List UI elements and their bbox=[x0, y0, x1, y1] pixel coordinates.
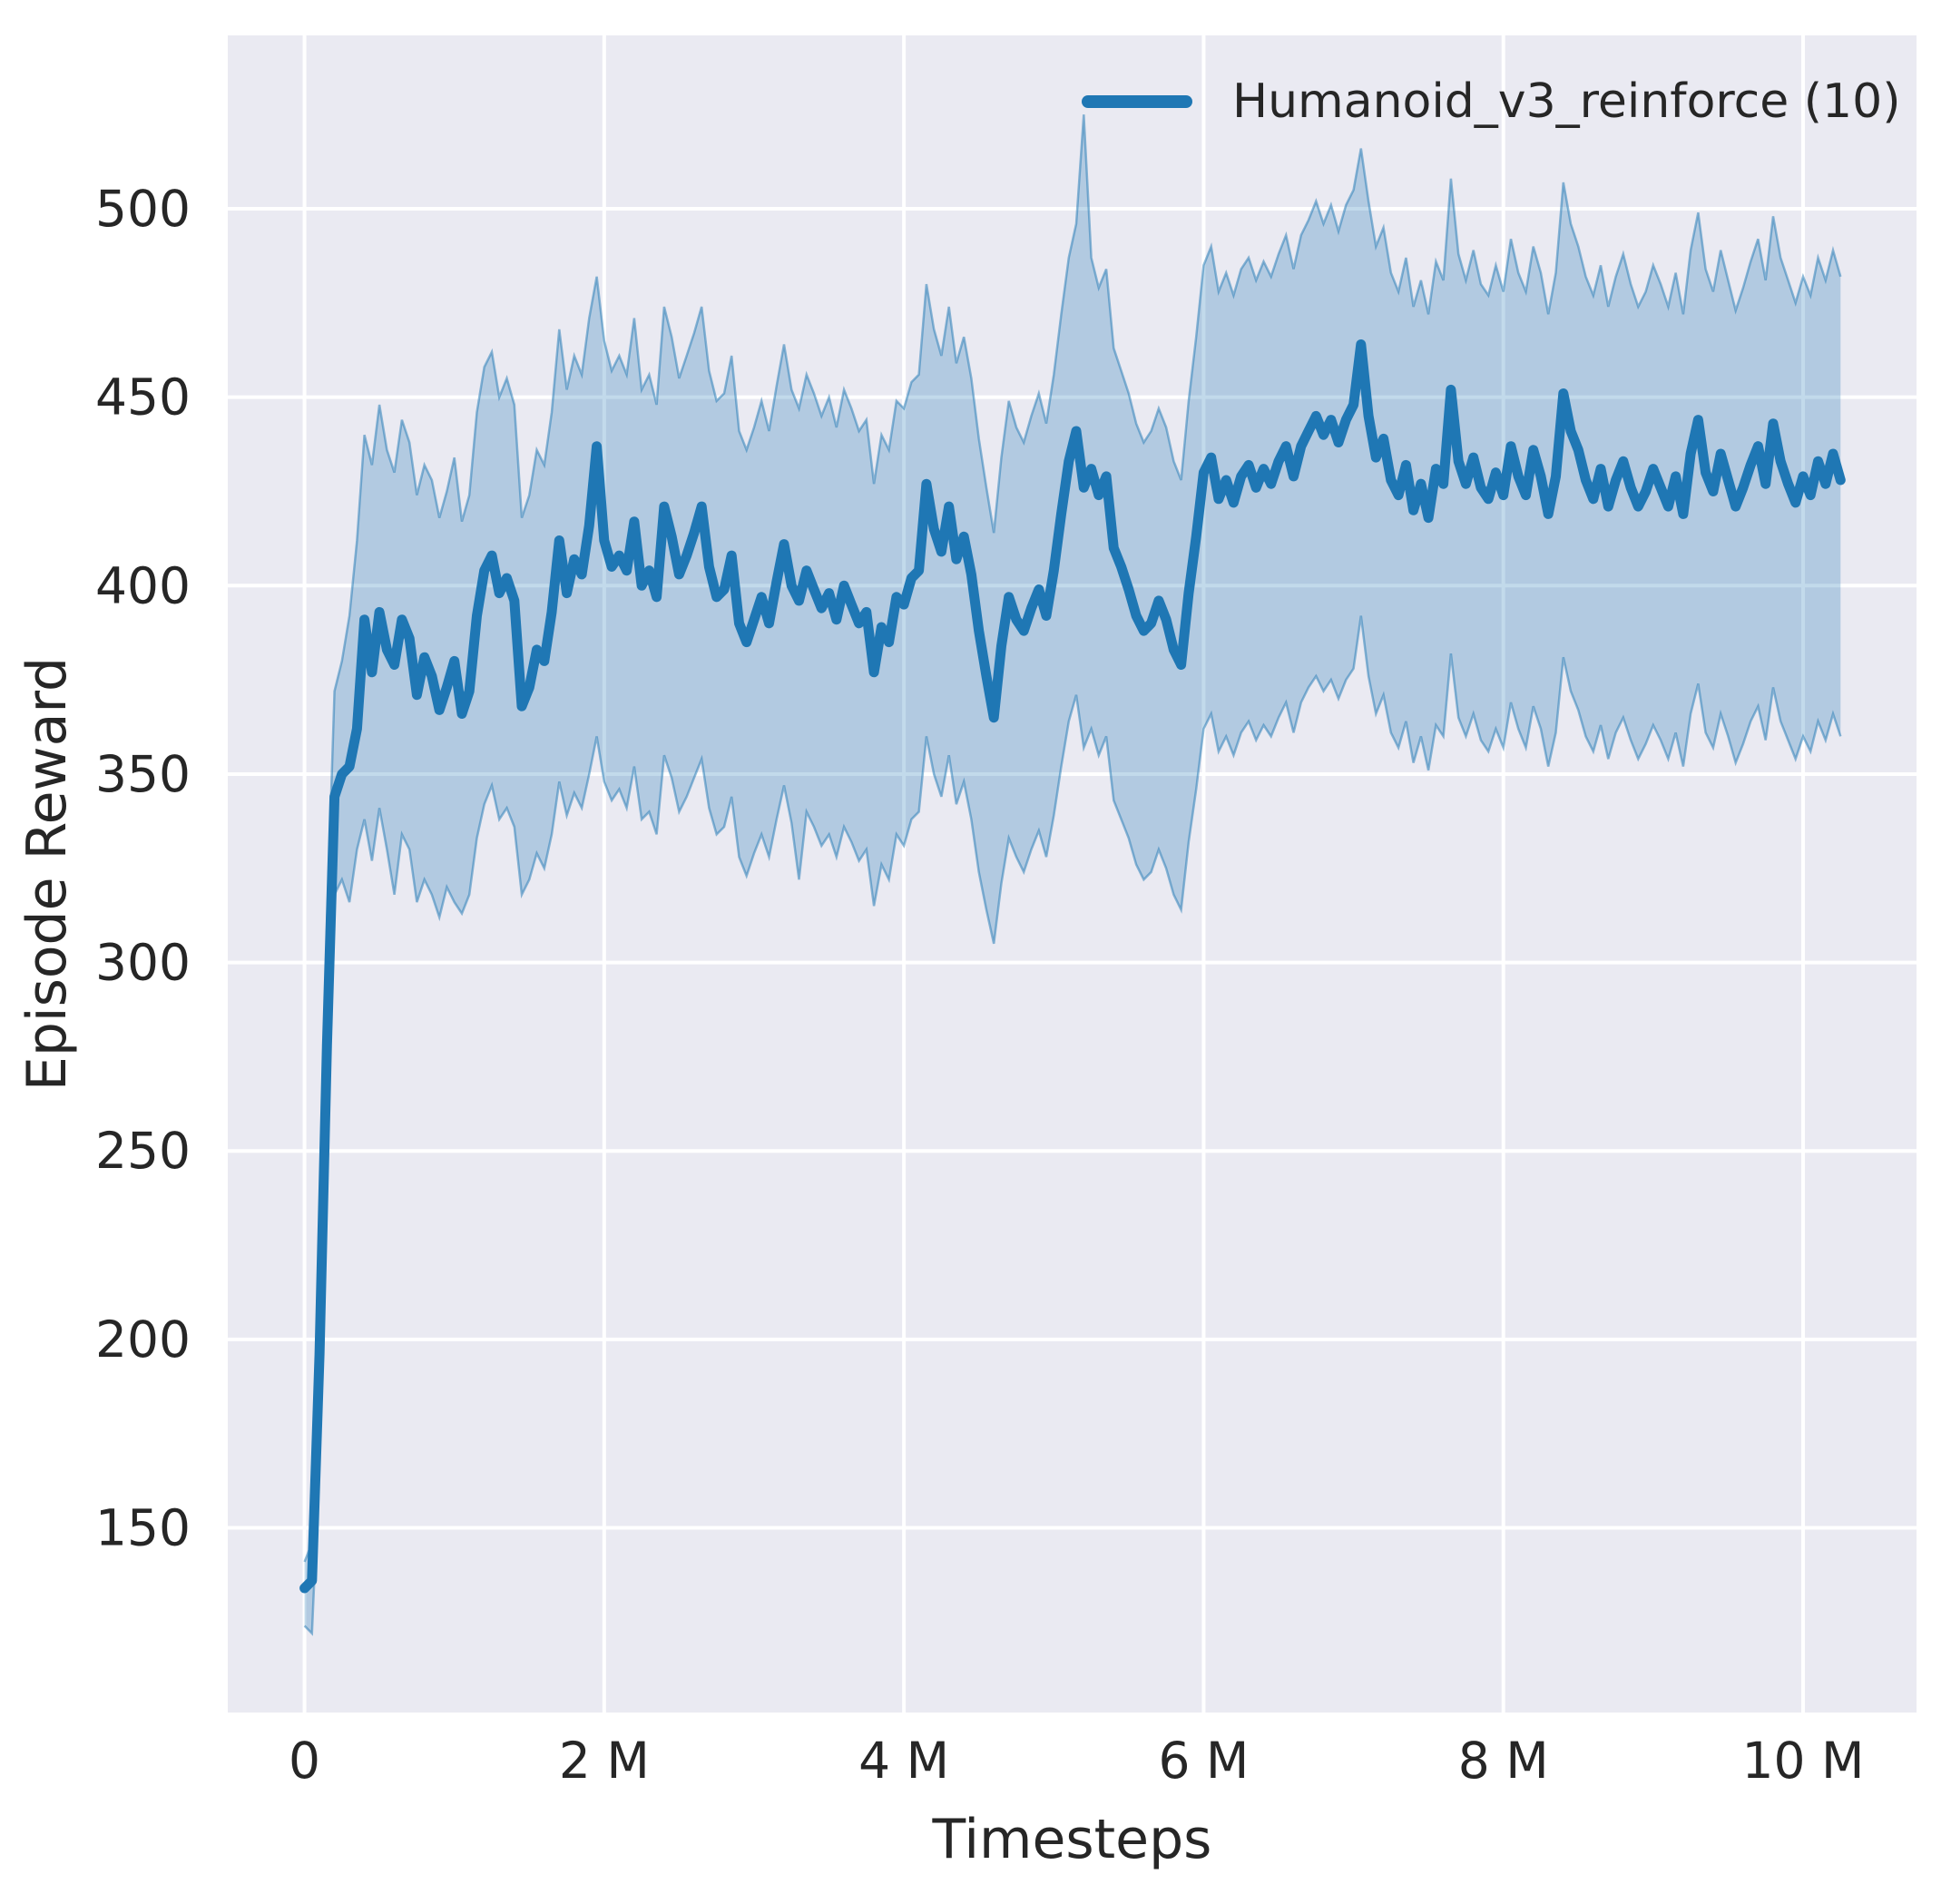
plot-area bbox=[228, 35, 1917, 1713]
y-tick-label: 150 bbox=[95, 1499, 191, 1557]
y-tick-label: 300 bbox=[95, 934, 191, 992]
grid-lines bbox=[228, 35, 1917, 1713]
legend: Humanoid_v3_reinforce (10) bbox=[1082, 74, 1901, 129]
band-lower-edge bbox=[303, 615, 1842, 1636]
legend-series-label: Humanoid_v3_reinforce (10) bbox=[1232, 74, 1901, 129]
y-tick-label: 350 bbox=[95, 745, 191, 803]
reward-mean-line bbox=[299, 339, 1846, 1594]
x-tick-label: 0 bbox=[289, 1732, 320, 1790]
x-tick-label: 6 M bbox=[1158, 1732, 1249, 1790]
band-upper-edge bbox=[303, 114, 1842, 1563]
x-tick-label: 4 M bbox=[858, 1732, 949, 1790]
x-tick-label: 10 M bbox=[1742, 1732, 1865, 1790]
y-tick-label: 200 bbox=[95, 1310, 191, 1369]
y-axis-label: Episode Reward bbox=[15, 656, 79, 1092]
x-tick-label: 8 M bbox=[1458, 1732, 1549, 1790]
x-tick-labels: 0 2 M 4 M 6 M 8 M 10 M bbox=[289, 1732, 1864, 1790]
y-tick-labels: 150 200 250 300 350 400 450 500 bbox=[95, 180, 191, 1556]
x-axis-label: Timesteps bbox=[932, 1808, 1212, 1871]
y-tick-label: 500 bbox=[95, 180, 191, 238]
y-tick-label: 450 bbox=[95, 368, 191, 427]
reward-std-band bbox=[304, 114, 1841, 1634]
legend-line-swatch bbox=[1082, 95, 1192, 108]
x-tick-label: 2 M bbox=[559, 1732, 650, 1790]
y-tick-label: 250 bbox=[95, 1122, 191, 1180]
y-tick-label: 400 bbox=[95, 556, 191, 614]
